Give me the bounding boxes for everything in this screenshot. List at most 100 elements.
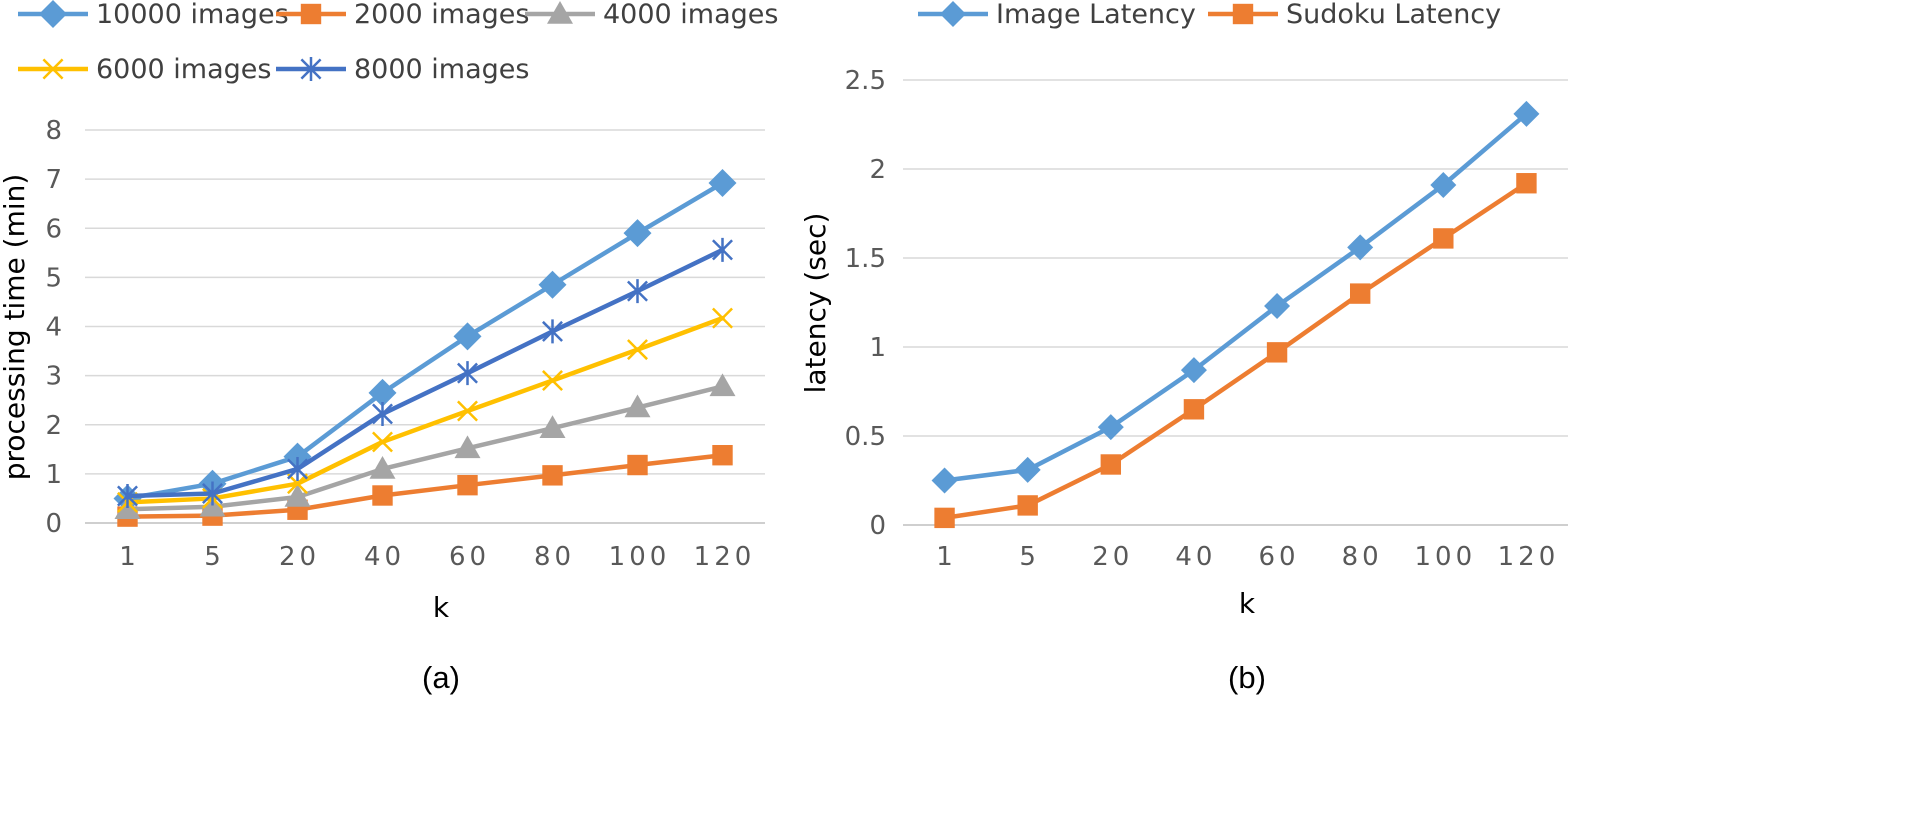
legend-label: Sudoku Latency <box>1286 0 1501 30</box>
data-point <box>627 279 648 304</box>
legend-label: 10000 images <box>96 0 289 30</box>
y-tick-label: 1 <box>45 460 62 490</box>
data-point <box>1430 172 1457 199</box>
data-point <box>202 481 223 506</box>
data-point <box>1349 283 1371 304</box>
legend-item: Sudoku Latency <box>1208 0 1501 30</box>
chart-b: 0 0.5 1 1.5 2 2.5 1 5 20 40 60 80 100 120 k latency (se… <box>799 0 1568 695</box>
series-sudoku-latency <box>934 173 1537 529</box>
series-line <box>125 384 725 512</box>
data-point <box>454 435 481 459</box>
data-point <box>1100 454 1122 475</box>
legend-item: 4000 images <box>525 0 778 30</box>
y-tick-label: 0 <box>869 511 886 541</box>
legend-marker <box>42 58 64 80</box>
data-point <box>457 474 478 496</box>
y-axis-label: latency (sec) <box>799 213 832 394</box>
series-line <box>125 180 725 501</box>
data-point <box>457 361 478 386</box>
data-point <box>623 219 652 248</box>
x-tick-label: 60 <box>449 542 490 572</box>
legend-marker <box>1232 3 1254 25</box>
y-tick-label: 0.5 <box>845 422 886 452</box>
data-point <box>627 454 648 476</box>
data-point <box>372 431 393 453</box>
data-point <box>287 473 308 495</box>
data-point <box>538 270 567 299</box>
y-tick-label: 6 <box>45 214 62 244</box>
data-point <box>284 483 311 507</box>
legend-marker <box>300 3 322 25</box>
x-tick-label: 100 <box>609 542 671 572</box>
x-tick-label: 40 <box>364 542 405 572</box>
data-point <box>1183 399 1205 420</box>
x-axis-label: k <box>433 591 450 624</box>
y-tick-label: 5 <box>45 263 62 293</box>
data-point <box>934 507 955 529</box>
data-point <box>368 378 397 407</box>
data-point <box>1014 456 1041 483</box>
x-tick-label: 100 <box>1414 542 1476 572</box>
data-point <box>372 485 393 506</box>
chart-a: 0 1 2 3 4 5 6 7 8 1 5 20 40 60 80 100 120 k processing tim… <box>0 0 778 695</box>
legend-item: Image Latency <box>918 0 1196 30</box>
data-point <box>709 373 736 397</box>
data-point <box>542 465 563 486</box>
legend-label: 6000 images <box>96 54 271 85</box>
data-point <box>1516 173 1537 194</box>
legend-label: 2000 images <box>354 0 529 30</box>
data-point <box>1180 357 1207 384</box>
y-tick-label: 3 <box>45 362 62 392</box>
y-tick-label: 7 <box>45 165 62 195</box>
data-point <box>1097 414 1124 441</box>
x-tick-label: 20 <box>279 542 320 572</box>
y-tick-label: 2 <box>869 155 886 185</box>
x-axis-label: k <box>1239 587 1256 620</box>
data-point <box>931 467 958 494</box>
data-point <box>457 400 478 422</box>
legend-marker <box>39 0 67 28</box>
legend-item: 2000 images <box>276 0 529 30</box>
x-tick-label: 80 <box>534 542 575 572</box>
data-point <box>708 169 737 198</box>
y-tick-label: 4 <box>45 313 62 343</box>
y-tick-label: 0 <box>45 509 62 539</box>
figure-caption: (a) <box>422 660 460 695</box>
data-point <box>1017 495 1038 516</box>
series-image-latency <box>931 100 1540 494</box>
data-point <box>372 401 393 426</box>
legend-marker <box>300 57 322 81</box>
x-tick-label: 120 <box>1498 542 1560 572</box>
legend-item: 10000 images <box>18 0 289 30</box>
data-point <box>624 394 651 418</box>
legend: 10000 images 2000 images 4000 images 6000 i… <box>18 0 778 85</box>
data-point <box>287 456 308 481</box>
series-line <box>125 315 725 505</box>
x-tick-label: 40 <box>1175 542 1216 572</box>
series-line <box>125 247 725 499</box>
data-point <box>712 445 733 466</box>
x-tick-label: 5 <box>1019 542 1040 572</box>
y-tick-label: 2 <box>45 411 62 441</box>
data-point <box>627 339 648 361</box>
y-tick-label: 8 <box>45 116 62 146</box>
series-line <box>942 111 1529 483</box>
y-axis-label: processing time (min) <box>0 174 31 481</box>
y-tick-label: 1 <box>869 333 886 363</box>
figure-caption: (b) <box>1228 660 1266 695</box>
data-point <box>542 370 563 392</box>
x-tick-label: 20 <box>1092 542 1133 572</box>
data-point <box>1264 293 1291 320</box>
data-point <box>1433 228 1454 249</box>
legend-marker <box>940 1 966 27</box>
series-line <box>942 180 1529 521</box>
legend-item: 8000 images <box>276 54 529 85</box>
data-point <box>369 455 396 479</box>
legend-label: 4000 images <box>603 0 778 30</box>
data-point <box>1513 100 1540 127</box>
legend-label: Image Latency <box>996 0 1196 30</box>
legend-marker <box>547 1 573 24</box>
y-tick-label: 1.5 <box>845 244 886 274</box>
y-tick-label: 2.5 <box>845 66 886 96</box>
